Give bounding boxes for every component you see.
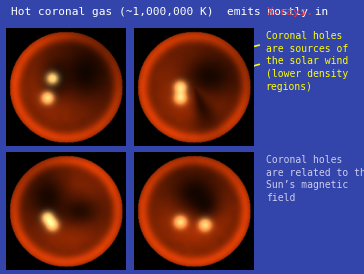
Text: X-rays.: X-rays. — [267, 7, 314, 17]
Text: Coronal holes
are sources of
the solar wind
(lower density
regions): Coronal holes are sources of the solar w… — [266, 31, 348, 92]
Text: Coronal holes
are related to the
Sun’s magnetic
field: Coronal holes are related to the Sun’s m… — [266, 155, 364, 203]
Text: Hot coronal gas (~1,000,000 K)  emits mostly in: Hot coronal gas (~1,000,000 K) emits mos… — [11, 7, 335, 17]
